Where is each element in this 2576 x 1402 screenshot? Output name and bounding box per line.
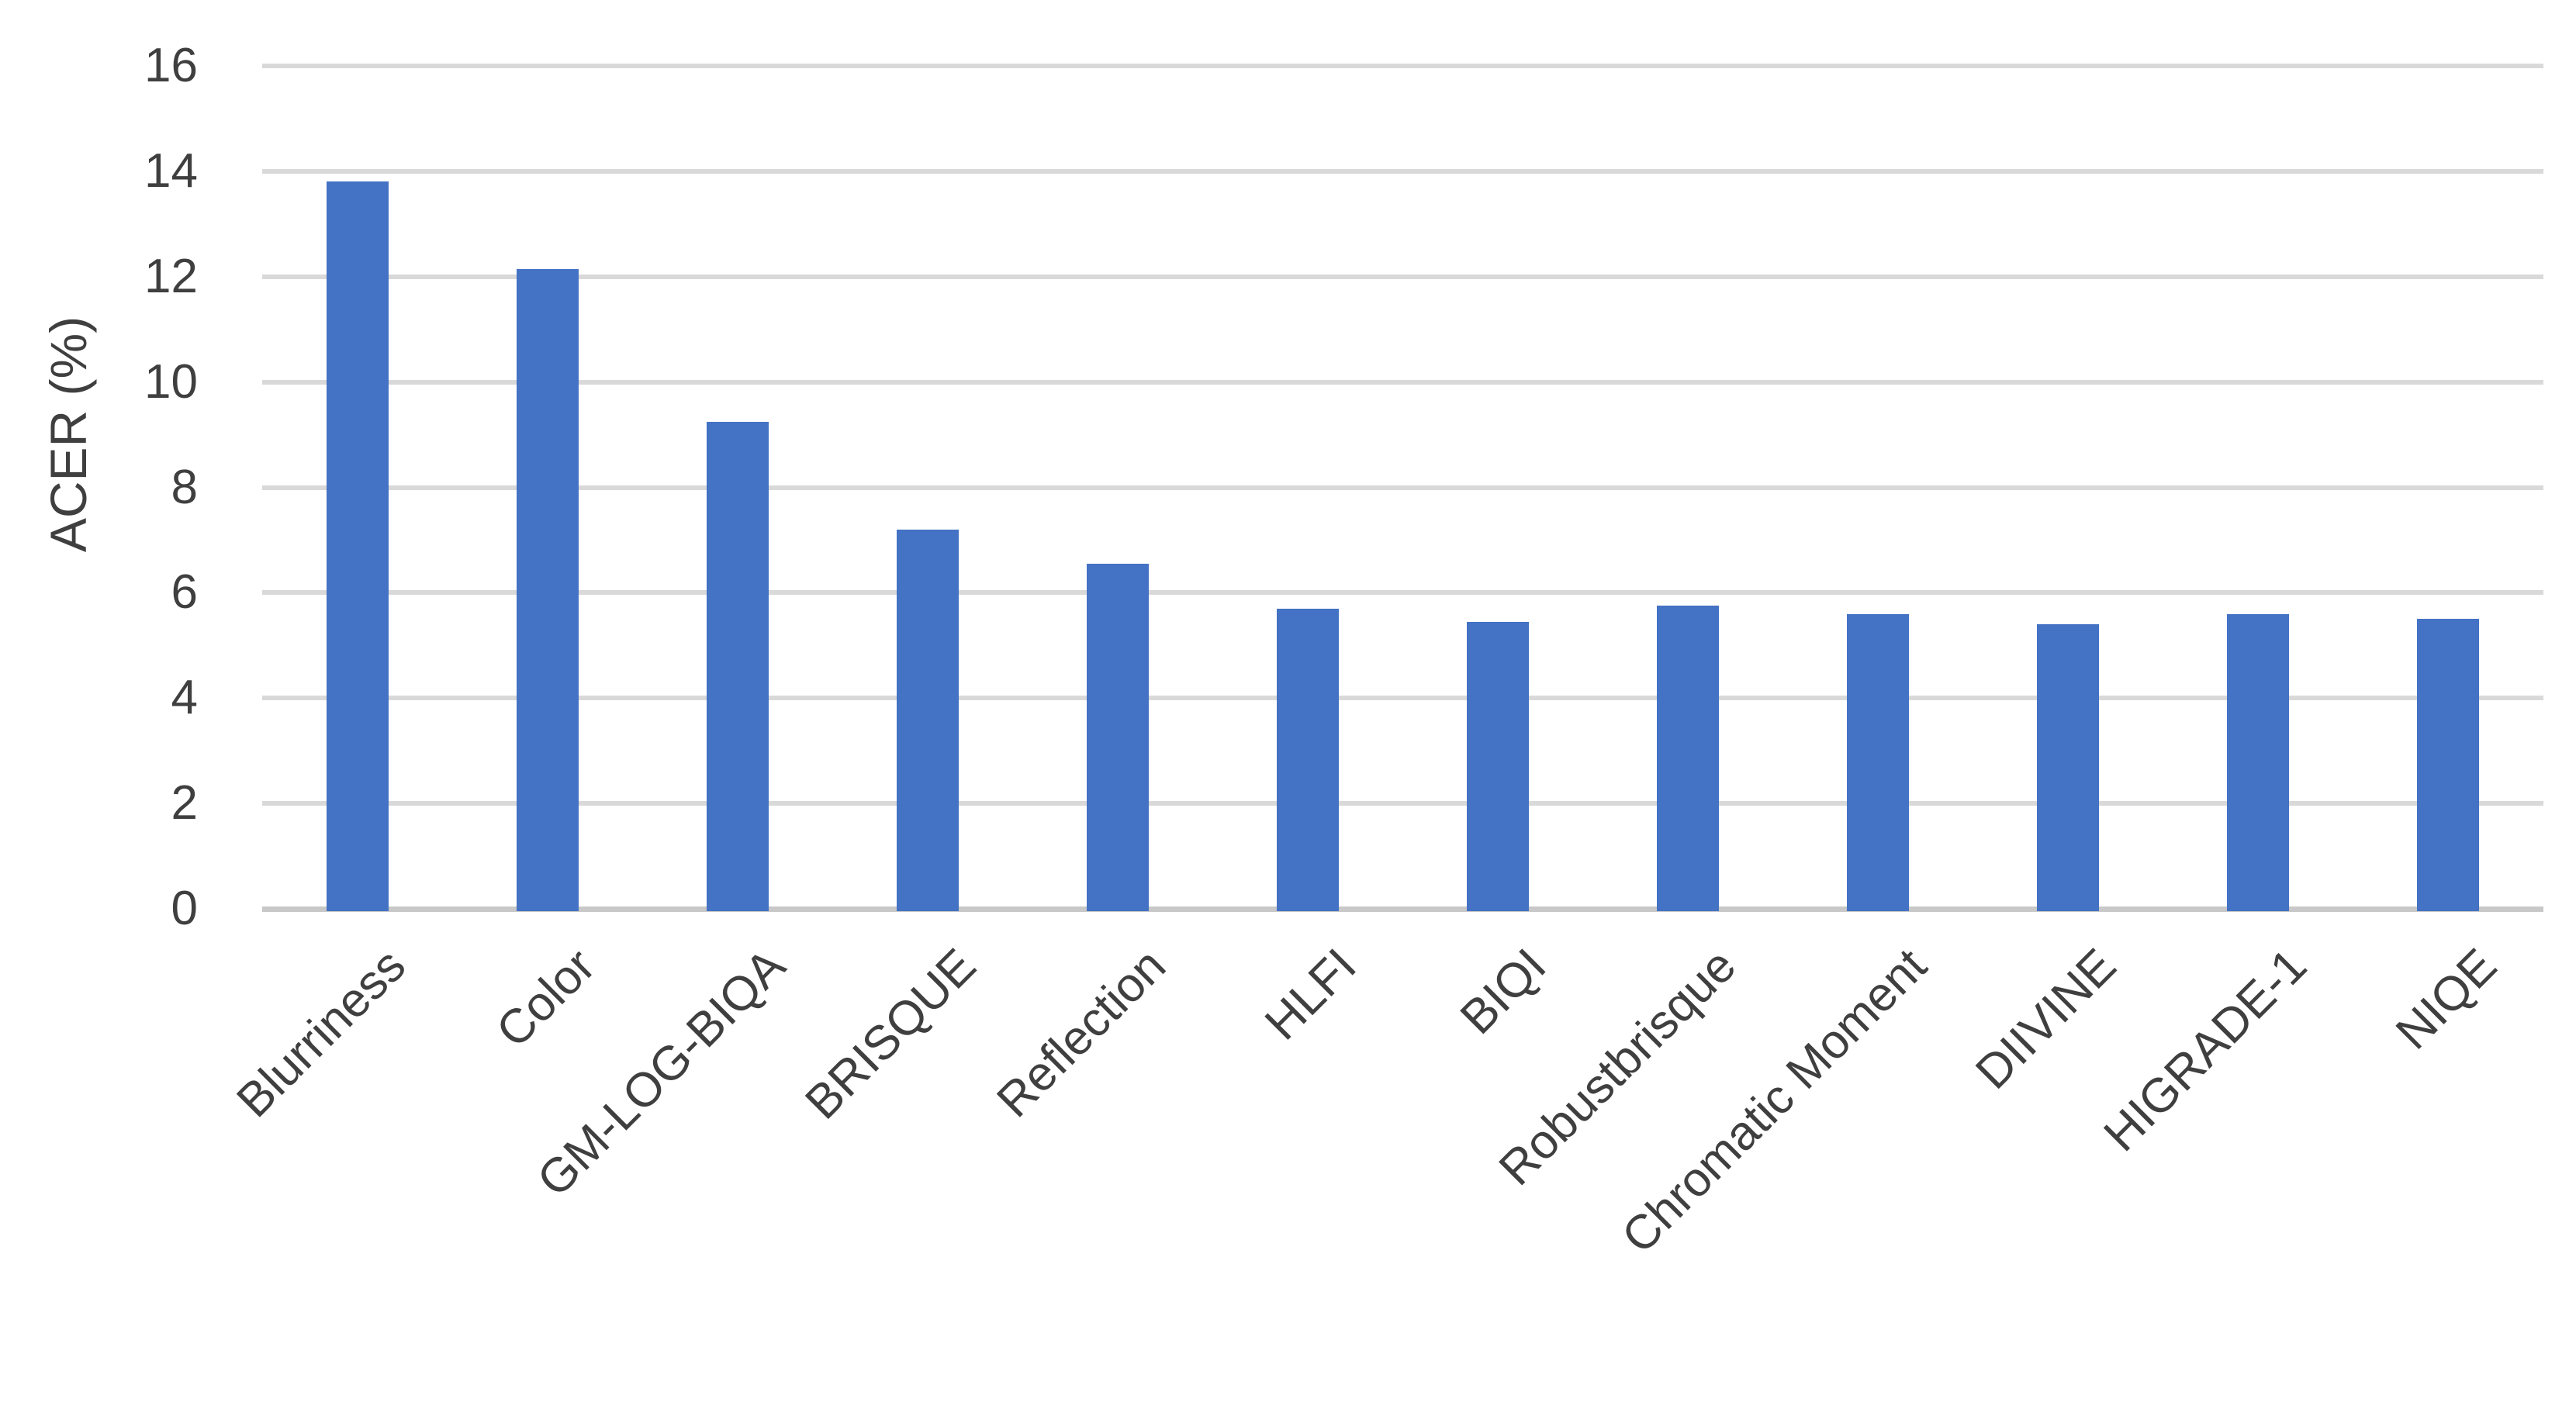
y-tick-label-10: 10 <box>144 354 198 409</box>
gridline-y-4 <box>262 696 2543 701</box>
bar-niqe <box>2417 619 2480 911</box>
bar-brisque <box>896 529 959 911</box>
bar-higrade-1 <box>2227 613 2290 911</box>
gridline-y-14 <box>262 168 2543 174</box>
x-cat-label-niqe: NIQE <box>2385 938 2507 1060</box>
y-tick-label-16: 16 <box>144 39 198 92</box>
y-tick-label-12: 12 <box>144 249 198 303</box>
gridline-y-2 <box>262 801 2543 806</box>
bar-blurriness <box>326 181 389 911</box>
bar-hlfi <box>1276 608 1339 911</box>
gridline-y-6 <box>262 590 2543 596</box>
bar-chromatic-moment <box>1847 613 1910 911</box>
bar-reflection <box>1086 564 1149 911</box>
gridline-y-8 <box>262 485 2543 490</box>
x-cat-label-reflection: Reflection <box>987 938 1177 1128</box>
bar-biqi <box>1467 621 1530 911</box>
y-tick-label-6: 6 <box>171 565 198 620</box>
y-tick-label-14: 14 <box>144 143 198 198</box>
gridline-y-16 <box>262 64 2543 68</box>
y-tick-label-4: 4 <box>171 671 198 725</box>
gridline-y-10 <box>262 379 2543 385</box>
x-axis-line <box>262 906 2543 912</box>
y-tick-label-8: 8 <box>171 460 198 514</box>
y-tick-label-2: 2 <box>171 776 198 830</box>
bar-color <box>516 268 579 911</box>
x-cat-label-diivine: DIIVINE <box>1966 938 2127 1100</box>
y-tick-label-0: 0 <box>171 882 198 935</box>
bar-diivine <box>2037 624 2100 911</box>
x-cat-label-blurriness: Blurriness <box>226 938 416 1128</box>
x-cat-label-color: Color <box>486 938 607 1058</box>
gridline-y-12 <box>262 274 2543 279</box>
x-cat-label-biqi: BIQI <box>1450 938 1557 1045</box>
x-cat-label-hlfi: HLFI <box>1254 938 1367 1051</box>
bar-gm-log-biqa <box>706 421 769 911</box>
y-axis-title: ACER (%) <box>40 316 97 553</box>
x-cat-label-brisque: BRISQUE <box>795 938 987 1130</box>
x-cat-label-higrade-1: HIGRADE-1 <box>2094 938 2317 1162</box>
bar-robustbrisque <box>1657 606 1720 911</box>
